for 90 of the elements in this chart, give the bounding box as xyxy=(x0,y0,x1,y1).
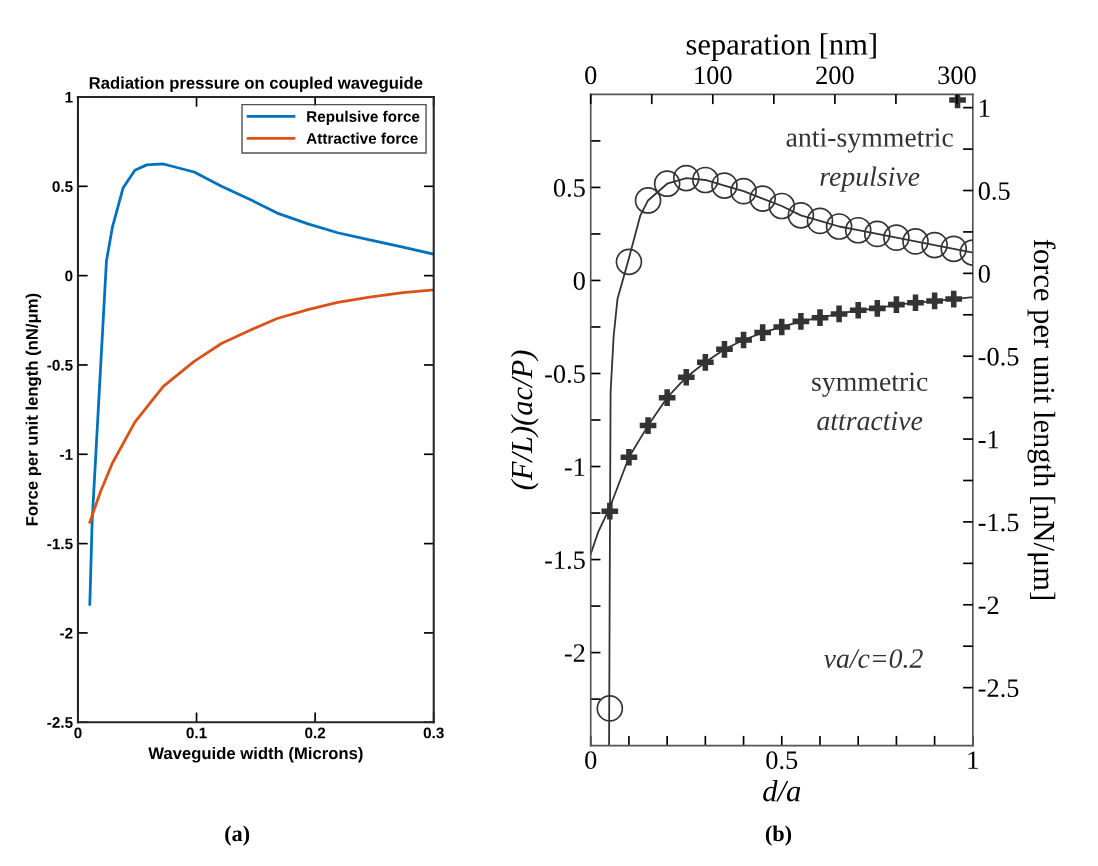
x-tick-label: 0.2 xyxy=(305,727,326,739)
text: (a) xyxy=(225,825,250,846)
x-tick-label: 0 xyxy=(585,751,597,770)
x2-tick-label: 100 xyxy=(695,66,732,85)
point xyxy=(787,202,815,229)
line-series xyxy=(88,162,434,606)
point xyxy=(615,248,643,276)
y-tick-label: 1 xyxy=(65,92,73,103)
y-tick-label: -1 xyxy=(60,449,73,460)
y-tick-label: -2 xyxy=(60,627,73,639)
point xyxy=(697,354,714,371)
annotation: anti-symmetric xyxy=(786,128,953,153)
y-axis-title: Force per unit length (nN/μm) xyxy=(25,293,42,526)
y2-tick-label: -0.5 xyxy=(978,347,1019,366)
point xyxy=(792,313,810,330)
point xyxy=(634,187,662,214)
x-tick-label: 0 xyxy=(74,727,82,739)
annotation: attractive xyxy=(817,411,923,431)
point xyxy=(883,224,910,252)
annotation: repulsive xyxy=(820,166,920,192)
chart-title: Radiation pressure on coupled waveguide xyxy=(89,76,423,93)
legend-label: Attractive force xyxy=(306,132,418,144)
y-tick-label: 0.5 xyxy=(52,181,73,192)
text: (b) xyxy=(765,825,792,846)
annotation: νa/c=0.2 xyxy=(824,649,923,669)
point xyxy=(711,172,738,199)
y-tick-label: -1 xyxy=(564,458,585,476)
y2-tick-label: -2.5 xyxy=(978,679,1019,698)
point xyxy=(735,331,752,349)
y-tick-label: -0.5 xyxy=(47,359,73,371)
point xyxy=(921,231,948,259)
y2-tick-label: -1.5 xyxy=(978,513,1019,532)
y-tick-label: -0.5 xyxy=(545,365,585,384)
point xyxy=(620,448,638,466)
y-tick-label: 0.5 xyxy=(553,179,585,197)
point xyxy=(677,368,695,386)
point xyxy=(601,502,619,520)
point xyxy=(907,294,924,312)
legend-label: Repulsive force xyxy=(307,110,420,125)
point xyxy=(768,192,796,220)
point xyxy=(672,164,700,192)
point xyxy=(806,207,834,235)
point xyxy=(844,216,872,244)
point xyxy=(639,417,657,434)
point xyxy=(730,177,757,205)
point xyxy=(825,213,853,240)
annotation: symmetric xyxy=(812,372,928,397)
point xyxy=(596,695,624,722)
point xyxy=(863,220,891,248)
x-tick-label: 0.5 xyxy=(766,751,798,770)
point xyxy=(945,290,963,308)
point xyxy=(692,166,719,194)
y2-tick-label: 0.5 xyxy=(978,182,1010,201)
point xyxy=(949,94,966,109)
point xyxy=(749,185,777,212)
x-tick-label: 0.1 xyxy=(186,727,207,739)
point xyxy=(658,389,676,407)
x-tick-label: 0.3 xyxy=(423,727,444,739)
y2-axis-title: force per unit length [nN/μm] xyxy=(1027,239,1056,600)
point xyxy=(716,340,733,358)
y-tick-label: 0 xyxy=(573,272,585,290)
point xyxy=(773,318,791,336)
point xyxy=(653,170,681,198)
y-tick-label: 0 xyxy=(65,270,73,282)
point xyxy=(902,228,929,255)
y2-tick-label: -2 xyxy=(978,596,999,614)
x2-axis-title: separation [nm] xyxy=(686,33,876,61)
y-axis-title: (F/L)(ac/P) xyxy=(510,350,539,490)
y2-tick-label: 1 xyxy=(980,99,990,117)
y2-tick-label: -1 xyxy=(978,430,999,449)
y-tick-label: -1.5 xyxy=(47,538,73,550)
y-tick-label: -2.5 xyxy=(47,717,73,728)
x2-tick-label: 300 xyxy=(938,66,976,85)
point xyxy=(926,292,943,310)
line-series xyxy=(88,288,434,524)
y-tick-label: -1.5 xyxy=(545,551,585,570)
point xyxy=(830,305,848,323)
x-axis-title: Waveguide width (Microns) xyxy=(148,746,363,763)
point xyxy=(849,301,867,319)
point xyxy=(940,235,968,263)
point xyxy=(811,309,829,327)
point xyxy=(868,300,886,317)
x-tick-label: 1 xyxy=(968,751,978,769)
point xyxy=(888,296,905,313)
point xyxy=(754,324,771,341)
y2-tick-label: 0 xyxy=(978,264,990,283)
x2-tick-label: 200 xyxy=(816,66,854,85)
y-tick-label: -2 xyxy=(564,644,585,662)
x-axis-title: d/a xyxy=(763,779,801,802)
x2-tick-label: 0 xyxy=(585,66,597,85)
